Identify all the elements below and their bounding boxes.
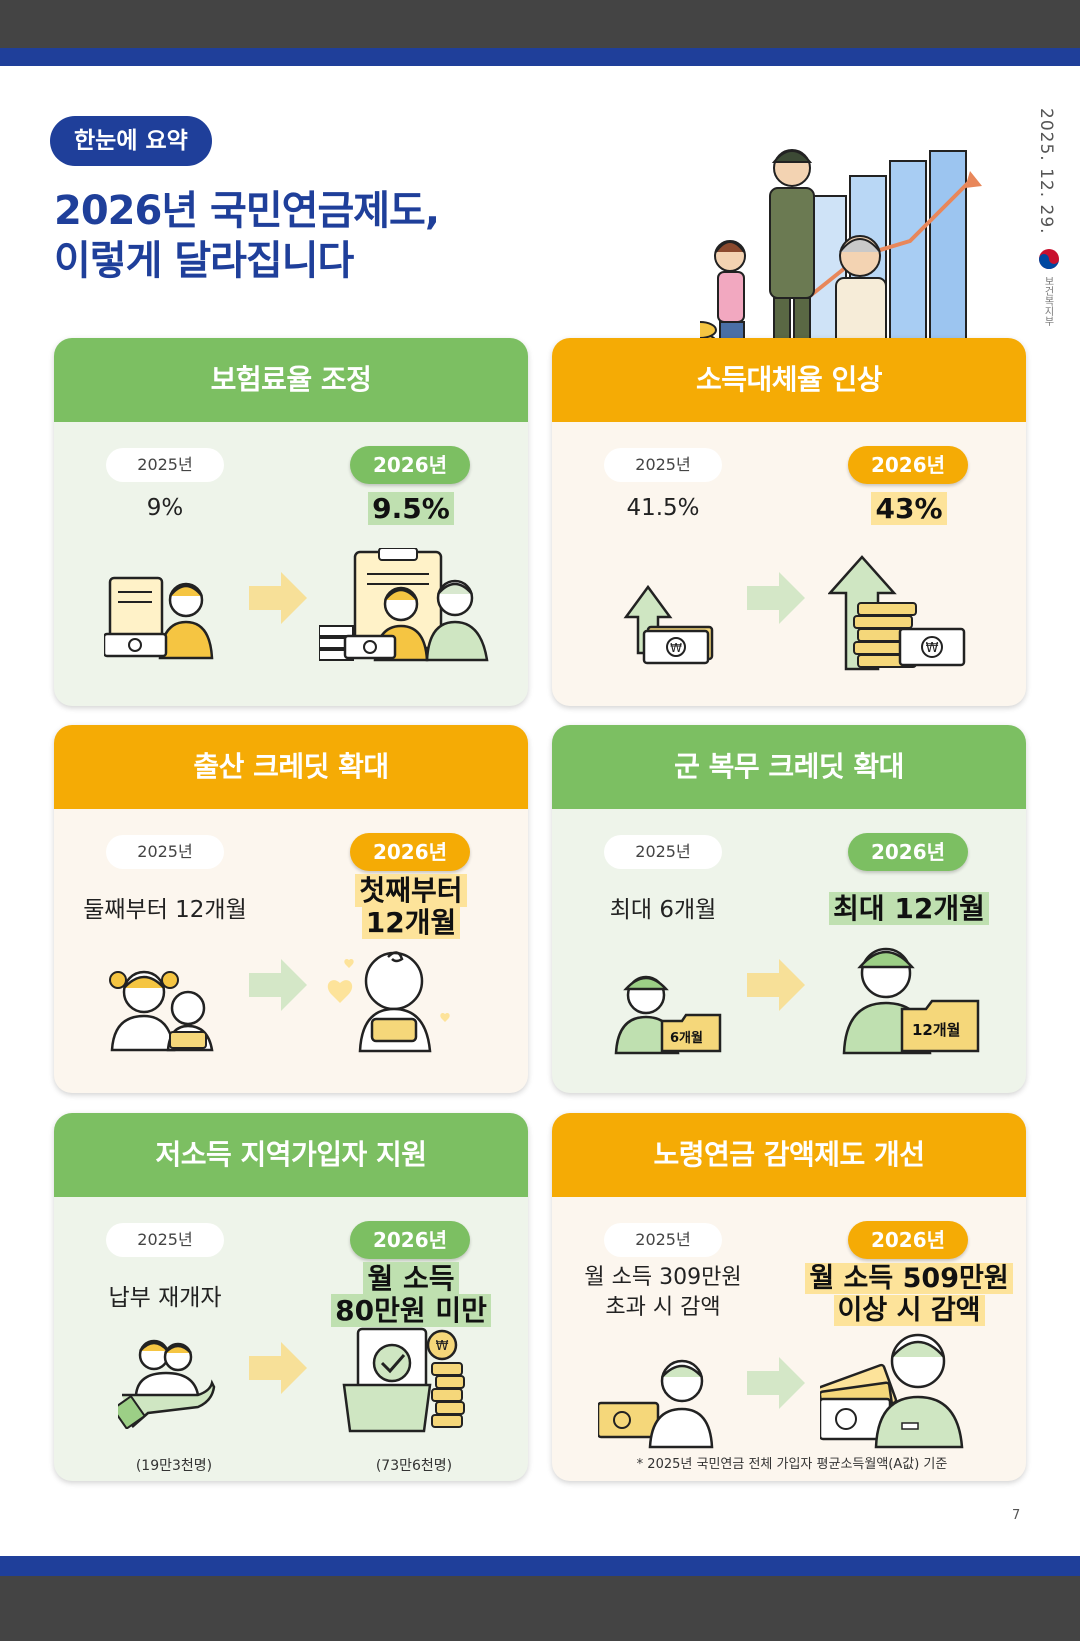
ministry-name: 보건복지부 <box>1042 276 1053 326</box>
card-title: 출산 크레딧 확대 <box>54 725 528 809</box>
card-title: 노령연금 감액제도 개선 <box>552 1113 1026 1197</box>
new-year-badge: 2026년 <box>350 833 470 871</box>
old-count: (19만3천명) <box>135 1458 213 1474</box>
family-document-icon <box>319 548 489 662</box>
card-title: 저소득 지역가입자 지원 <box>54 1113 528 1197</box>
old-year-badge: 2025년 <box>604 1223 722 1257</box>
elder-money-icon <box>598 1359 714 1449</box>
old-value: 납부 재개자 <box>108 1285 222 1311</box>
arrow-right-icon <box>747 1357 805 1409</box>
money-stack-arrow-icon: ₩ <box>828 555 966 671</box>
svg-text:₩: ₩ <box>926 641 939 656</box>
old-value-wrap: 월 소득 309만원 초과 시 감액 <box>552 1263 774 1323</box>
new-value-wrap: 최대 12개월 <box>784 892 1026 925</box>
soldier-icon <box>842 947 980 1055</box>
viewer-top-bar <box>0 0 1080 48</box>
publish-date: 2025. 12. 29. <box>1036 108 1056 235</box>
new-value-wrap: 월 소득 80만원 미만 <box>286 1262 528 1327</box>
government-seal-icon <box>1039 249 1059 269</box>
old-year-badge: 2025년 <box>604 448 722 482</box>
summary-badge: 한눈에 요약 <box>50 116 212 166</box>
top-stripe <box>0 48 1080 66</box>
card-title: 소득대체율 인상 <box>552 338 1026 422</box>
worker-document-icon <box>104 576 214 660</box>
new-value: 9.5% <box>368 492 454 525</box>
arrow-right-icon <box>747 959 805 1011</box>
new-value-line-2: 12개월 <box>361 906 461 939</box>
new-value-line-1: 월 소득 509만원 <box>805 1263 1013 1294</box>
hand-holding-people-icon <box>118 1339 216 1429</box>
new-year-badge: 2026년 <box>848 446 968 484</box>
old-value-line-2: 초과 시 감액 <box>605 1295 721 1320</box>
arrow-right-icon <box>249 572 307 624</box>
old-year-badge: 2025년 <box>604 835 722 869</box>
new-value-line-1: 월 소득 <box>363 1262 459 1295</box>
card-military-credit: 군 복무 크레딧 확대 2025년 2026년 최대 6개월 최대 12개월 6… <box>552 725 1026 1093</box>
page-title: 2026년 국민연금제도, 이렇게 달라집니다 <box>54 186 440 286</box>
baby-heart-icon <box>327 951 450 1053</box>
old-year-badge: 2025년 <box>106 448 224 482</box>
bottom-stripe <box>0 1556 1080 1576</box>
card-title: 보험료율 조정 <box>54 338 528 422</box>
new-value-wrap: 월 소득 509만원 이상 시 감액 <box>784 1263 1026 1327</box>
new-value-line-2: 80만원 미만 <box>331 1294 491 1327</box>
new-value: 최대 12개월 <box>829 892 989 925</box>
arrow-right-icon <box>747 572 805 624</box>
new-value-wrap: 43% <box>784 492 1026 525</box>
svg-text:₩: ₩ <box>670 641 682 655</box>
title-line-2: 이렇게 달라집니다 <box>54 238 354 284</box>
page-number: 7 <box>1012 1508 1021 1523</box>
title-line-1: 2026년 국민연금제도, <box>54 188 440 234</box>
mother-baby-icon <box>109 970 214 1052</box>
card-replacement-rate: 소득대체율 인상 2025년 2026년 41.5% 43% ₩ ₩ <box>552 338 1026 706</box>
new-value: 43% <box>871 492 947 525</box>
card-low-income-support: 저소득 지역가입자 지원 2025년 2026년 납부 재개자 월 소득 80만… <box>54 1113 528 1481</box>
soldier-icon <box>614 975 722 1055</box>
soldier-6-months-icon: 6개월 <box>612 965 724 1055</box>
new-value-wrap: 9.5% <box>286 492 528 525</box>
new-year-badge: 2026년 <box>848 833 968 871</box>
old-year-badge: 2025년 <box>106 835 224 869</box>
footnote: * 2025년 국민연금 전체 가입자 평균소득월액(A값) 기준 <box>636 1457 948 1472</box>
new-value-line-2: 이상 시 감액 <box>833 1295 985 1326</box>
new-year-badge: 2026년 <box>848 1221 968 1259</box>
folder-label: 6개월 <box>670 1031 703 1046</box>
document-page: 한눈에 요약 2026년 국민연금제도, 이렇게 달라집니다 <box>0 66 1080 1556</box>
card-old-age-pension: 노령연금 감액제도 개선 2025년 2026년 월 소득 309만원 초과 시… <box>552 1113 1026 1481</box>
folder-label: 12개월 <box>912 1021 961 1039</box>
new-value-line-1: 첫째부터 <box>355 874 467 907</box>
new-value-wrap: 첫째부터 12개월 <box>286 874 528 939</box>
arrow-right-icon <box>249 1342 307 1394</box>
old-value: 둘째부터 12개월 <box>83 897 247 923</box>
svg-text:₩: ₩ <box>436 1339 449 1354</box>
new-year-badge: 2026년 <box>350 1221 470 1259</box>
child-figure <box>700 240 746 353</box>
approved-document-coins-icon: ₩ <box>342 1327 465 1433</box>
old-year-badge: 2025년 <box>106 1223 224 1257</box>
old-value: 9% <box>146 495 184 521</box>
old-value: 41.5% <box>626 495 700 521</box>
money-arrow-up-icon: ₩ <box>623 584 714 665</box>
elder-money-fan-icon <box>820 1333 964 1449</box>
soldier-12-months-icon: 12개월 <box>840 937 980 1055</box>
card-title: 군 복무 크레딧 확대 <box>552 725 1026 809</box>
card-childbirth-credit: 출산 크레딧 확대 2025년 2026년 둘째부터 12개월 첫째부터 12개… <box>54 725 528 1093</box>
old-value: 최대 6개월 <box>609 897 717 923</box>
new-year-badge: 2026년 <box>350 446 470 484</box>
card-premium-rate: 보험료율 조정 2025년 2026년 9% 9.5% <box>54 338 528 706</box>
new-count: (73만6천명) <box>375 1458 453 1474</box>
arrow-right-icon <box>249 959 307 1011</box>
viewer-bottom-bar <box>0 1576 1080 1641</box>
old-value-line-1: 월 소득 309만원 <box>584 1265 742 1290</box>
